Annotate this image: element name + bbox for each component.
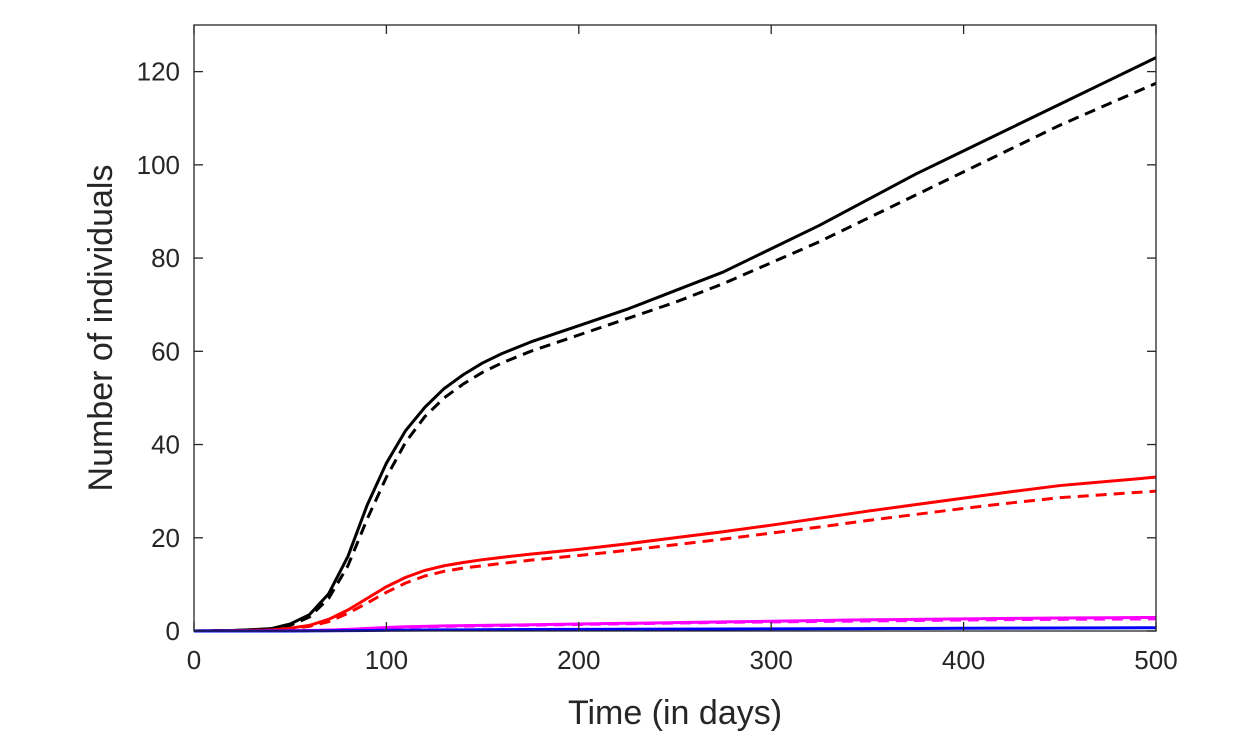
y-tick-label: 0 [166, 616, 180, 646]
y-tick-label: 100 [137, 150, 180, 180]
x-tick-label: 200 [557, 645, 600, 675]
x-tick-label: 0 [187, 645, 201, 675]
y-tick-label: 40 [151, 430, 180, 460]
x-tick-label: 400 [942, 645, 985, 675]
series-line-black-solid [193, 56, 1157, 633]
x-tick-label: 100 [365, 645, 408, 675]
y-tick-label: 120 [137, 57, 180, 87]
x-tick-label: 500 [1134, 645, 1177, 675]
series-layer [193, 56, 1157, 633]
tick-layer: 0 100 200 300 400 500 0 20 40 60 80 100 120 [137, 25, 1178, 675]
y-tick-label: 60 [151, 336, 180, 366]
y-tick-label: 80 [151, 243, 180, 273]
series-line-red-dashed [193, 489, 1157, 633]
plot-border [193, 24, 1157, 632]
plot-area [194, 25, 1156, 631]
y-axis-title: Number of individuals [82, 165, 120, 492]
series-line-red-solid [193, 475, 1157, 633]
series-line-black-dashed [193, 81, 1157, 633]
x-tick-label: 300 [750, 645, 793, 675]
x-axis-title: Time (in days) [568, 694, 782, 732]
y-tick-label: 20 [151, 523, 180, 553]
